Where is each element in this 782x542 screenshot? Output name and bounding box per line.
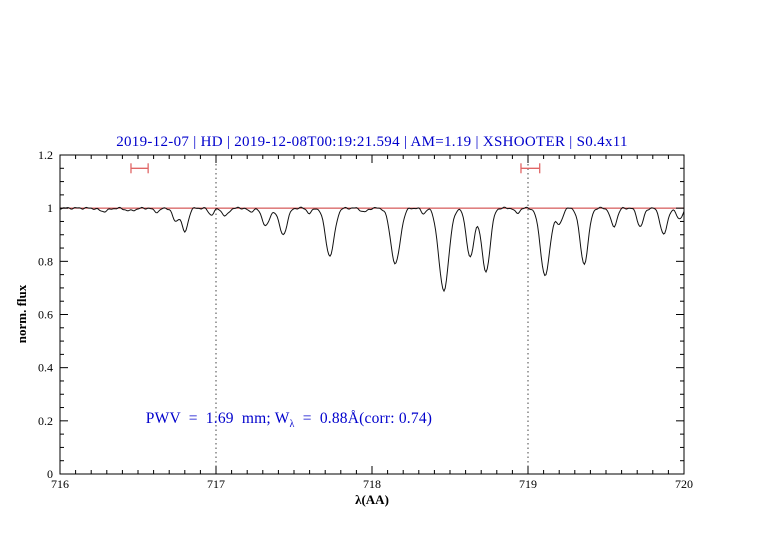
y-axis-label: norm. flux	[14, 284, 29, 344]
annotation-lambda-subscript: λ	[289, 418, 295, 430]
y-tick-label: 0.2	[38, 414, 53, 428]
y-tick-label: 1	[47, 201, 53, 215]
y-tick-label: 0	[47, 467, 53, 481]
annotation-prefix: PWV = 1.69 mm; W	[145, 409, 290, 427]
x-tick-label: 718	[363, 477, 381, 491]
x-tick-label: 720	[675, 477, 693, 491]
pwv-annotation: PWV = 1.69 mm; Wλ = 0.88Å(corr: 0.74)	[146, 410, 432, 430]
y-tick-label: 0.8	[38, 254, 53, 268]
y-tick-label: 1.2	[38, 148, 53, 162]
x-tick-label: 719	[519, 477, 537, 491]
y-tick-label: 0.6	[38, 308, 53, 322]
x-tick-label: 717	[207, 477, 225, 491]
x-tick-label: 716	[51, 477, 69, 491]
plot-title: 2019-12-07 | HD | 2019-12-08T00:19:21.59…	[116, 134, 628, 150]
x-axis-label: λ(AA)	[355, 492, 389, 507]
annotation-suffix: = 0.88Å(corr: 0.74)	[294, 409, 433, 427]
spectrum-line	[59, 206, 685, 293]
y-tick-label: 0.4	[38, 361, 53, 375]
